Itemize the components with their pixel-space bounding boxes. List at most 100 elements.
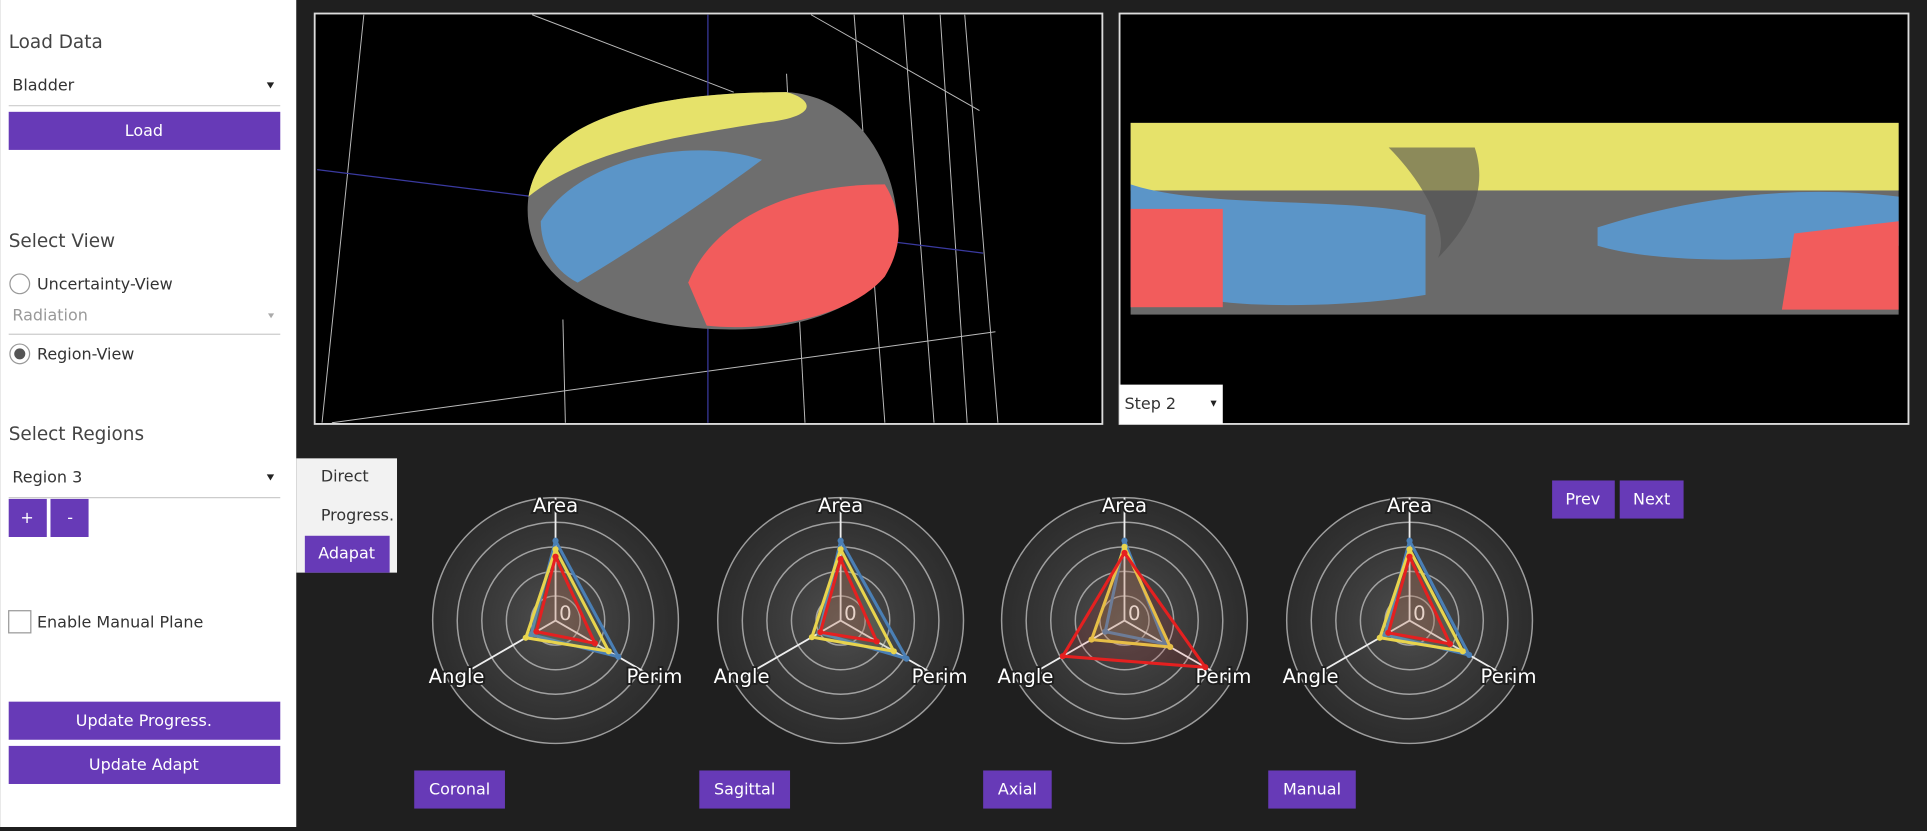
button-label: Update Progress.	[76, 711, 212, 730]
load-button[interactable]	[8, 111, 281, 150]
radar-point	[1406, 553, 1413, 560]
radar-series	[1090, 545, 1172, 649]
button-label: Prev	[1565, 490, 1600, 509]
radar-point	[1446, 640, 1454, 647]
button-label: Axial	[998, 780, 1037, 799]
radar-point	[837, 546, 844, 553]
dropdown[interactable]: Region 3	[12, 468, 82, 487]
section-title: Select View	[9, 231, 115, 252]
radio-dot	[14, 348, 26, 360]
radar-point	[873, 638, 880, 645]
dropdown[interactable]: Bladder	[12, 76, 74, 95]
button-label: Coronal	[429, 780, 490, 799]
axis-label: Area	[1102, 494, 1147, 517]
axis-label: Area	[818, 494, 863, 517]
radial-tick-label: 0	[844, 602, 857, 625]
radar-point	[1376, 634, 1383, 641]
radial-tick-label: 0	[1413, 602, 1426, 625]
button-label: Update Adapt	[89, 755, 199, 774]
prev-button[interactable]	[1552, 480, 1615, 519]
plane-button[interactable]	[1268, 770, 1356, 809]
radar-chart: Area Perim Angle 0 Coronal	[414, 492, 684, 809]
button-label: Sagittal	[714, 780, 775, 799]
axis-label: Perim	[912, 665, 968, 688]
radar-series	[810, 547, 896, 653]
radar-point	[533, 628, 540, 635]
radial-tick-label: 0	[1128, 602, 1141, 625]
section-title: Load Data	[9, 32, 103, 53]
update-adapt-button[interactable]	[8, 745, 281, 784]
3d-view[interactable]	[313, 12, 1104, 425]
radar-point	[1121, 537, 1128, 544]
radar-point	[1406, 546, 1413, 553]
radar-point	[1088, 636, 1095, 643]
radio-label: Uncertainty-View	[37, 275, 173, 294]
dropdown[interactable]: Radiation	[12, 305, 87, 324]
radar-point	[1202, 664, 1209, 671]
checkbox-label: Enable Manual Plane	[37, 613, 203, 632]
plane-button[interactable]	[699, 770, 791, 809]
radar-point	[837, 537, 844, 544]
step-dropdown[interactable]	[1119, 384, 1223, 424]
radar-point	[552, 553, 559, 560]
radar-chart: Area Perim Angle 0 Sagittal	[699, 492, 969, 809]
axis-label: Angle	[429, 665, 485, 688]
radar-point	[817, 629, 824, 636]
checkbox[interactable]	[8, 610, 32, 634]
radar-point	[837, 556, 844, 563]
button-label: -	[67, 508, 73, 527]
axis-label: Angle	[998, 665, 1054, 688]
button-label: Manual	[1283, 780, 1341, 799]
radar-point	[1167, 643, 1174, 651]
axis-label: Area	[533, 494, 578, 517]
remove-button[interactable]	[50, 498, 89, 537]
radio-label: Region-View	[37, 345, 134, 364]
radial-tick-label: 0	[559, 602, 572, 625]
axis-label: Perim	[1481, 665, 1537, 688]
flattened-view[interactable]	[1118, 12, 1910, 425]
radar-axis	[1302, 619, 1411, 683]
plane-button[interactable]	[983, 770, 1052, 809]
radar-point	[808, 634, 815, 641]
radar-point	[890, 648, 897, 655]
next-button[interactable]	[1619, 480, 1684, 519]
button-label: Adapat	[318, 544, 375, 563]
radar-series	[1386, 555, 1452, 646]
radar-point	[1102, 628, 1109, 635]
radar-point	[1385, 629, 1392, 636]
radar-point	[1121, 549, 1128, 557]
dropdown-arrow	[1210, 400, 1217, 407]
radar-point	[1406, 537, 1413, 544]
radar-series	[1061, 551, 1207, 669]
radar-point	[615, 653, 622, 660]
dropdown-arrow	[266, 474, 275, 481]
radar-point	[552, 537, 559, 544]
radar-series	[818, 557, 879, 643]
mode-option[interactable]: Progress.	[321, 506, 394, 525]
mode-option[interactable]: Direct	[321, 466, 369, 485]
dropdown-arrow	[266, 82, 275, 89]
dropdown-value: Step 2	[1124, 394, 1176, 413]
radar-chart: Area Perim Angle 0 Manual	[1268, 492, 1538, 809]
section-title: Select Regions	[9, 424, 144, 445]
radar-point	[1466, 651, 1473, 659]
button-label: +	[20, 508, 33, 527]
add-button[interactable]	[8, 498, 47, 537]
radar-point	[527, 631, 535, 638]
radio[interactable]	[9, 273, 31, 295]
axis-label: Perim	[627, 665, 683, 688]
radar-point	[1121, 543, 1128, 550]
radar-point	[1459, 648, 1466, 655]
update-progress-button[interactable]	[8, 701, 281, 740]
axis-label: Angle	[1283, 665, 1339, 688]
plane-button[interactable]	[414, 770, 505, 809]
radar-point	[903, 655, 910, 662]
mode-option-selected[interactable]	[304, 535, 390, 573]
radar-point	[522, 634, 529, 641]
radar-point	[591, 640, 598, 647]
radar-point	[1059, 653, 1066, 660]
radar-point	[552, 546, 559, 553]
button-label: Load	[125, 121, 163, 140]
